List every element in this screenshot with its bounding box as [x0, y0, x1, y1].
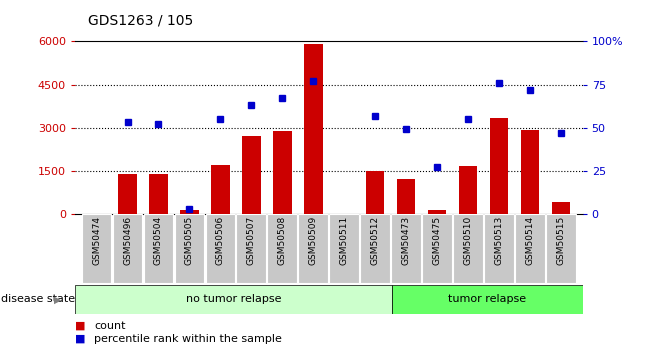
Bar: [149, 174, 168, 214]
Bar: [459, 167, 477, 214]
Text: GSM50515: GSM50515: [557, 216, 566, 265]
Bar: [304, 44, 322, 214]
Text: GSM50506: GSM50506: [216, 216, 225, 265]
Text: no tumor relapse: no tumor relapse: [186, 294, 281, 304]
Text: GSM50473: GSM50473: [402, 216, 411, 265]
Text: tumor relapse: tumor relapse: [449, 294, 527, 304]
Text: GSM50474: GSM50474: [92, 216, 101, 265]
Text: GSM50475: GSM50475: [433, 216, 441, 265]
Text: ■: ■: [75, 334, 85, 344]
Text: GSM50514: GSM50514: [525, 216, 534, 265]
Bar: [273, 130, 292, 214]
Bar: [174, 214, 204, 283]
Text: ■: ■: [75, 321, 85, 331]
Bar: [206, 214, 235, 283]
Text: GSM50508: GSM50508: [278, 216, 287, 265]
Bar: [180, 210, 199, 214]
Bar: [268, 214, 297, 283]
Text: GSM50513: GSM50513: [495, 216, 503, 265]
Text: GSM50505: GSM50505: [185, 216, 194, 265]
Text: GSM50504: GSM50504: [154, 216, 163, 265]
Text: GSM50511: GSM50511: [340, 216, 349, 265]
Bar: [422, 214, 452, 283]
Text: GSM50507: GSM50507: [247, 216, 256, 265]
Bar: [392, 285, 583, 314]
Text: percentile rank within the sample: percentile rank within the sample: [94, 334, 283, 344]
Bar: [490, 118, 508, 214]
Bar: [515, 214, 545, 283]
Bar: [118, 174, 137, 214]
Text: GSM50496: GSM50496: [123, 216, 132, 265]
Bar: [484, 214, 514, 283]
Text: GSM50509: GSM50509: [309, 216, 318, 265]
Bar: [242, 136, 260, 214]
Text: GDS1263 / 105: GDS1263 / 105: [88, 13, 193, 28]
Bar: [428, 210, 447, 214]
Bar: [546, 214, 576, 283]
Bar: [81, 214, 111, 283]
Bar: [113, 214, 143, 283]
Bar: [361, 214, 390, 283]
Bar: [551, 203, 570, 214]
Bar: [144, 214, 173, 283]
Bar: [453, 214, 483, 283]
Bar: [366, 171, 385, 214]
Bar: [329, 214, 359, 283]
Text: disease state: disease state: [1, 294, 76, 304]
Bar: [236, 214, 266, 283]
Bar: [75, 285, 392, 314]
Bar: [397, 179, 415, 214]
Bar: [298, 214, 328, 283]
Text: GSM50510: GSM50510: [464, 216, 473, 265]
Text: ▶: ▶: [54, 294, 62, 304]
Text: GSM50512: GSM50512: [370, 216, 380, 265]
Text: count: count: [94, 321, 126, 331]
Bar: [211, 165, 230, 214]
Bar: [391, 214, 421, 283]
Bar: [521, 130, 539, 214]
